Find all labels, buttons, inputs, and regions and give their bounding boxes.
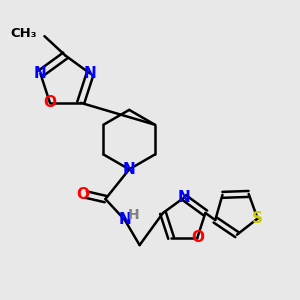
Text: O: O — [191, 230, 204, 245]
Text: N: N — [178, 190, 190, 205]
Text: H: H — [128, 208, 140, 222]
Text: N: N — [118, 212, 131, 227]
Text: S: S — [252, 211, 263, 226]
Text: N: N — [34, 66, 47, 81]
Text: CH₃: CH₃ — [11, 27, 37, 40]
Text: N: N — [84, 66, 97, 81]
Text: O: O — [76, 187, 90, 202]
Text: O: O — [44, 95, 56, 110]
Text: N: N — [123, 162, 136, 177]
